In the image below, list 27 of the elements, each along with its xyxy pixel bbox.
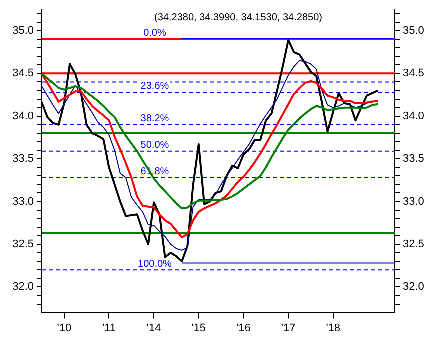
y2-tick-label: 34.5 [403,68,424,80]
y-tick-label: 34.0 [12,110,34,122]
y2-tick-label: 32.0 [403,281,424,294]
x-tick-label: '11 [102,322,116,334]
y2-tick-label: 35.0 [403,24,424,37]
y-tick-label: 33.0 [12,196,34,208]
annotation: 23.6% [140,81,170,92]
y2-tick-label: 33.5 [403,153,424,166]
annotation: 100.0% [138,258,172,270]
x-tick-label: '16 [236,322,251,334]
annotation: 0.0% [144,28,166,40]
x-tick-label: '18 [326,322,341,334]
x-tick-label: '14 [146,322,162,334]
y-tick-label: 34.5 [12,68,34,80]
y-tick-label: 32.5 [12,238,34,251]
x-tick-label: '10 [57,322,72,334]
y-tick-label: 33.5 [12,153,34,166]
y2-tick-label: 33.0 [403,196,424,208]
y-tick-label: 32.0 [12,281,34,294]
x-tick-label: '15 [192,322,206,334]
x-tick-label: '17 [281,322,296,334]
y-tick-label: 35.0 [12,24,34,37]
y2-tick-label: 34.0 [403,110,424,122]
annotation: 50.0% [140,140,170,152]
chart-title: (34.2380, 34.3990, 34.1530, 34.2850) [154,12,322,24]
y2-tick-label: 32.5 [403,238,424,251]
annotation: 38.2% [140,114,170,125]
